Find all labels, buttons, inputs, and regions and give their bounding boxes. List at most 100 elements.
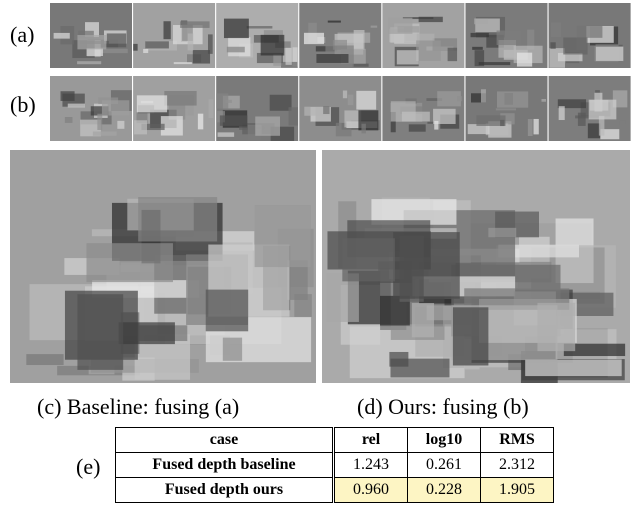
results-table: case rel log10 RMS Fused depth baseline … xyxy=(115,427,554,503)
cell: Fused depth ours xyxy=(116,478,334,503)
texture xyxy=(54,33,70,39)
depth-image xyxy=(10,150,316,383)
image-strip xyxy=(50,3,632,68)
texture xyxy=(206,290,248,332)
texture xyxy=(304,33,324,44)
texture xyxy=(402,112,430,122)
texture xyxy=(61,91,75,101)
caption: (d) Ours: fusing (b) xyxy=(357,394,529,420)
texture xyxy=(453,307,488,365)
texture xyxy=(180,21,209,28)
texture xyxy=(286,48,292,65)
texture xyxy=(434,121,438,130)
texture xyxy=(348,95,354,106)
texture xyxy=(193,50,210,64)
texture xyxy=(273,54,281,66)
cell: 1.905 xyxy=(481,478,554,503)
texture xyxy=(163,21,170,39)
texture xyxy=(361,124,365,134)
texture xyxy=(208,34,213,54)
texture xyxy=(218,132,235,136)
texture xyxy=(164,91,196,106)
texture xyxy=(474,18,488,24)
texture xyxy=(316,54,348,63)
texture xyxy=(619,121,626,125)
texture xyxy=(551,22,561,36)
header-cell: log10 xyxy=(408,428,481,453)
texture xyxy=(107,33,126,47)
texture xyxy=(589,100,617,120)
texture xyxy=(481,89,486,102)
texture xyxy=(77,35,106,49)
texture xyxy=(472,47,483,50)
texture xyxy=(86,243,172,282)
texture xyxy=(261,35,285,56)
texture xyxy=(289,107,298,125)
table-row: Fused depth baseline 1.243 0.261 2.312 xyxy=(116,453,554,478)
texture xyxy=(577,26,603,38)
cell: 2.312 xyxy=(481,453,554,478)
texture xyxy=(225,100,232,103)
texture xyxy=(138,197,217,241)
texture xyxy=(255,205,311,267)
texture xyxy=(117,121,124,129)
texture xyxy=(517,53,532,67)
texture xyxy=(525,360,622,377)
texture xyxy=(209,99,214,118)
cell: 0.228 xyxy=(408,478,481,503)
image-strip xyxy=(50,76,632,141)
texture xyxy=(563,37,587,54)
texture xyxy=(134,120,147,134)
texture xyxy=(198,114,203,130)
texture xyxy=(224,19,249,38)
texture xyxy=(371,26,378,28)
header-cell: RMS xyxy=(481,428,554,453)
texture xyxy=(77,294,123,370)
table-row: Fused depth ours 0.960 0.228 1.905 xyxy=(116,478,554,503)
texture xyxy=(87,48,103,56)
cell: 0.261 xyxy=(408,453,481,478)
row-label: (a) xyxy=(10,22,34,48)
texture xyxy=(397,50,419,64)
header-cell: rel xyxy=(334,428,408,453)
texture xyxy=(133,44,137,51)
texture xyxy=(476,115,505,126)
row-label: (b) xyxy=(10,92,36,118)
texture xyxy=(102,100,129,115)
texture xyxy=(488,228,516,237)
texture xyxy=(389,352,408,367)
texture xyxy=(97,114,102,130)
texture xyxy=(596,47,623,61)
texture xyxy=(550,42,555,48)
texture xyxy=(496,108,516,110)
texture xyxy=(247,26,273,28)
texture xyxy=(77,61,101,64)
texture xyxy=(145,41,169,48)
header-row: case rel log10 RMS xyxy=(116,428,554,453)
texture xyxy=(356,91,376,110)
texture xyxy=(588,123,600,138)
texture xyxy=(497,91,528,107)
texture xyxy=(343,90,347,98)
page: (a) (b) (c) Baseline: fusing (a) (d) Our… xyxy=(0,0,632,508)
texture xyxy=(353,64,369,67)
texture xyxy=(409,124,426,131)
cell: 0.960 xyxy=(334,478,408,503)
cell: Fused depth baseline xyxy=(116,453,334,478)
texture xyxy=(412,303,434,337)
texture xyxy=(119,322,175,344)
texture xyxy=(398,26,420,32)
texture xyxy=(270,95,292,111)
cell: 1.243 xyxy=(334,453,408,478)
header-cell: case xyxy=(116,428,334,453)
texture xyxy=(93,132,117,136)
depth-image xyxy=(322,150,630,383)
texture xyxy=(528,119,533,136)
texture xyxy=(68,104,85,108)
texture xyxy=(393,232,460,299)
texture xyxy=(137,95,167,112)
texture xyxy=(188,33,194,50)
texture xyxy=(328,21,341,23)
texture xyxy=(223,338,242,361)
texture xyxy=(541,99,546,102)
